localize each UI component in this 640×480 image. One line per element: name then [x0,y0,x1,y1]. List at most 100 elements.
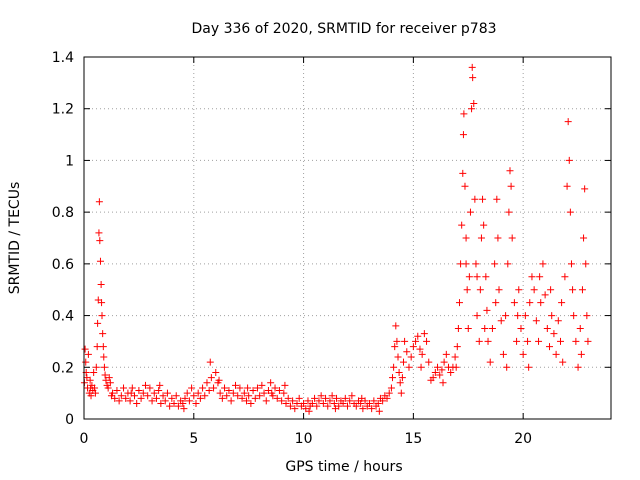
data-point [157,399,165,407]
data-point [583,312,591,320]
data-point [106,379,114,387]
data-point [271,384,279,392]
data-point [240,389,248,397]
data-point [127,389,135,397]
data-point [229,389,237,397]
data-point [543,325,551,332]
data-point [352,402,360,410]
data-point [346,397,354,405]
data-point [268,389,276,397]
data-point [492,299,500,307]
data-point [218,394,226,402]
data-point [436,371,444,379]
data-point [526,299,534,307]
data-point [326,397,334,405]
data-point [300,399,308,407]
data-point [499,350,507,358]
data-point [392,322,400,330]
data-point [486,358,494,366]
data-point [330,399,338,407]
data-point [468,63,476,71]
data-point [324,402,332,410]
data-point [225,387,233,395]
data-point [156,381,164,389]
data-point [567,260,575,268]
x-tick-label: 0 [80,431,89,447]
data-point [232,381,240,389]
y-tick-label: 0.6 [52,257,74,273]
data-point [561,273,569,281]
data-point [394,353,402,361]
data-point [521,312,529,320]
data-point [464,325,472,332]
data-point [461,182,469,190]
data-point [566,208,574,216]
data-point [558,299,566,307]
data-point [510,299,518,307]
data-point [137,394,145,402]
data-point [476,286,484,294]
data-point [210,384,218,392]
data-point [216,389,224,397]
data-point [152,394,160,402]
data-point [465,273,473,281]
y-tick-label: 1 [65,153,74,169]
data-point [81,345,89,353]
data-point [87,392,95,400]
data-point [84,350,92,358]
data-point [205,387,213,395]
data-point [262,397,270,405]
data-point [550,330,558,338]
chart-title: Day 336 of 2020, SRMTID for receiver p78… [191,21,496,37]
data-point [295,394,303,402]
y-axis-label: SRMTID / TECUs [7,182,23,295]
data-point [503,363,511,371]
data-point [572,337,580,345]
data-point [99,330,107,338]
data-point [201,392,209,400]
data-point [370,397,378,405]
data-point [494,234,502,242]
data-point [477,234,485,242]
data-point [399,358,407,366]
data-point [418,350,426,358]
data-point [128,384,136,392]
data-point [341,394,349,402]
data-point [96,257,104,265]
data-point [506,167,514,175]
data-point [311,394,319,402]
data-point [578,286,586,294]
data-point [412,337,420,345]
data-point [223,392,231,400]
data-point [188,384,196,392]
data-point [580,234,588,242]
x-axis-label: GPS time / hours [285,459,402,475]
data-point [284,394,292,402]
data-point [212,368,220,376]
data-point [405,363,413,371]
data-point [484,337,492,345]
data-point [196,394,204,402]
data-point [504,260,512,268]
data-point [417,363,425,371]
data-point [126,397,134,405]
data-point [514,312,522,320]
data-point [221,384,229,392]
data-point [135,387,143,395]
data-point [547,286,555,294]
data-point [548,312,556,320]
data-point [242,397,250,405]
data-point [576,325,584,332]
data-point [203,379,211,387]
data-point [570,312,578,320]
data-point [100,353,108,361]
data-point [581,185,589,193]
data-point [442,350,450,358]
data-point [251,394,259,402]
data-point [483,306,491,314]
data-point [150,389,158,397]
data-point [305,407,313,415]
data-point [420,330,428,338]
gridlines [84,57,611,419]
data-point [319,399,327,407]
